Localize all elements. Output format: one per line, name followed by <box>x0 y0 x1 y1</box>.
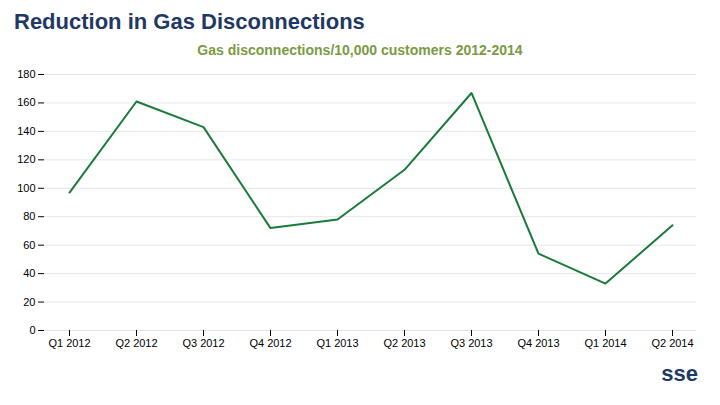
svg-text:Q2 2014: Q2 2014 <box>651 337 693 349</box>
svg-text:Q3 2013: Q3 2013 <box>450 337 492 349</box>
svg-text:20: 20 <box>23 296 35 308</box>
svg-text:0: 0 <box>29 324 35 336</box>
html-text:Gas disconnections/10,000 cust: Gas disconnections/10,000 customers 2012… <box>197 42 523 58</box>
svg-text:140: 140 <box>17 125 35 137</box>
svg-text:40: 40 <box>23 267 35 279</box>
svg-text:80: 80 <box>23 210 35 222</box>
html-text:sse: sse <box>661 361 698 386</box>
svg-text:Q2 2013: Q2 2013 <box>383 337 425 349</box>
svg-text:160: 160 <box>17 96 35 108</box>
svg-text:180: 180 <box>17 68 35 80</box>
html-text:Reduction in Gas Disconnection: Reduction in Gas Disconnections <box>14 9 365 34</box>
svg-text:Q2 2012: Q2 2012 <box>115 337 157 349</box>
svg-text:Q1 2014: Q1 2014 <box>584 337 626 349</box>
svg-text:Q4 2012: Q4 2012 <box>249 337 291 349</box>
svg-text:60: 60 <box>23 239 35 251</box>
svg-text:Q4 2013: Q4 2013 <box>517 337 559 349</box>
svg-text:120: 120 <box>17 153 35 165</box>
svg-text:100: 100 <box>17 182 35 194</box>
svg-text:Q1 2013: Q1 2013 <box>316 337 358 349</box>
svg-text:Q1 2012: Q1 2012 <box>48 337 90 349</box>
svg-text:Q3 2012: Q3 2012 <box>182 337 224 349</box>
